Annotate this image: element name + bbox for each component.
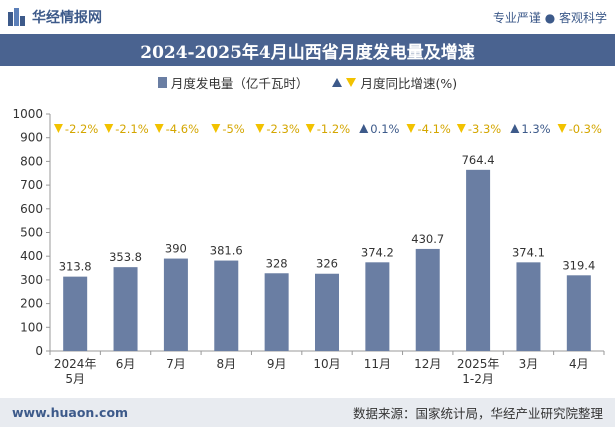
category-label: 2024年 (54, 357, 97, 371)
bar (466, 169, 491, 351)
slogan: 专业严谨 ● 客观科学 (492, 10, 607, 25)
bar-value-label: 390 (165, 242, 187, 256)
growth-down-triangle (557, 124, 567, 133)
y-tick-label: 300 (20, 273, 43, 287)
category-label: 4月 (569, 357, 589, 371)
category-label: 12月 (414, 357, 441, 371)
footer: www.huaon.com 数据来源：国家统计局，华经产业研究院整理 (0, 398, 615, 427)
bar (566, 275, 591, 351)
bar-chart: 0 100 200 300 400 500 600 700 800 900 1000 313.8 -2.… (12, 107, 605, 386)
growth-down-triangle (211, 124, 221, 133)
category-label: 10月 (313, 357, 340, 371)
growth-label: -3.3% (468, 122, 501, 136)
legend-growth-label: 月度同比增速(%) (360, 75, 458, 91)
legend-bar-swatch (157, 76, 167, 88)
legend-item-bar: 月度发电量（亿千瓦时） (157, 73, 309, 92)
title-bar: 2024-2025年4月山西省月度发电量及增速 (0, 34, 615, 66)
bar (214, 260, 239, 351)
triangle-down-icon (346, 77, 357, 87)
bar-value-label: 430.7 (411, 232, 444, 246)
logo-icon (8, 8, 26, 26)
growth-label: -2.2% (65, 122, 98, 136)
bar-value-label: 764.4 (462, 153, 495, 167)
category-label: 5月 (65, 372, 85, 386)
website-link[interactable]: www.huaon.com (12, 405, 129, 420)
category-label: 7月 (166, 357, 186, 371)
chart-title: 2024-2025年4月山西省月度发电量及增速 (140, 42, 475, 63)
bar (315, 273, 339, 351)
category-label: 3月 (519, 357, 539, 371)
top-bar: 华经情报网 专业严谨 ● 客观科学 (0, 0, 615, 34)
bar-value-label: 374.2 (361, 245, 394, 259)
bar-value-label: 328 (266, 256, 288, 270)
growth-label: -4.6% (166, 122, 199, 136)
bar (163, 258, 188, 351)
y-tick-label: 600 (20, 202, 43, 216)
y-tick-label: 900 (20, 131, 43, 145)
growth-label: -1.2% (317, 122, 350, 136)
growth-down-triangle (255, 124, 265, 133)
growth-down-triangle (406, 124, 416, 133)
legend: 月度发电量（亿千瓦时） 月度同比增速(%) (0, 72, 615, 92)
legend-bar-label: 月度发电量（亿千瓦时） (170, 75, 309, 91)
brand: 华经情报网 (8, 7, 102, 27)
growth-label: 0.1% (370, 122, 399, 136)
growth-up-triangle (510, 124, 520, 133)
y-tick-label: 400 (20, 249, 43, 263)
growth-down-triangle (104, 124, 114, 133)
bar-value-label: 353.8 (109, 250, 142, 264)
bar (365, 262, 390, 351)
category-label: 1-2月 (462, 372, 494, 386)
triangle-up-icon (332, 77, 343, 87)
y-tick-label: 500 (20, 226, 43, 240)
legend-item-growth: 月度同比增速(%) (332, 73, 457, 92)
y-tick-label: 100 (20, 320, 43, 334)
y-tick-label: 0 (35, 344, 43, 358)
y-tick-label: 800 (20, 154, 43, 168)
bar (415, 248, 440, 351)
growth-down-triangle (53, 124, 63, 133)
bar (264, 273, 289, 351)
bar (113, 267, 138, 351)
y-tick-label: 200 (20, 297, 43, 311)
bar-value-label: 319.4 (562, 258, 595, 272)
growth-down-triangle (456, 124, 466, 133)
growth-label: -2.1% (115, 122, 148, 136)
growth-up-triangle (359, 124, 369, 133)
growth-label: -2.3% (266, 122, 299, 136)
growth-down-triangle (305, 124, 315, 133)
brand-name: 华经情报网 (32, 10, 102, 26)
growth-down-triangle (154, 124, 164, 133)
bar-value-label: 326 (316, 257, 338, 271)
growth-label: 1.3% (521, 122, 550, 136)
category-label: 8月 (216, 357, 236, 371)
bar-value-label: 313.8 (59, 260, 92, 274)
bar (63, 276, 88, 351)
growth-label: -4.1% (417, 122, 450, 136)
bar-value-label: 381.6 (210, 244, 243, 258)
category-label: 2025年 (457, 357, 500, 371)
growth-label: -5% (222, 122, 244, 136)
category-label: 11月 (364, 357, 391, 371)
category-label: 9月 (267, 357, 287, 371)
y-tick-label: 1000 (12, 107, 43, 121)
growth-label: -0.3% (569, 122, 602, 136)
y-tick-label: 700 (20, 178, 43, 192)
category-label: 6月 (116, 357, 136, 371)
bar (516, 262, 541, 351)
data-source: 数据来源：国家统计局，华经产业研究院整理 (352, 406, 603, 421)
bar-value-label: 374.1 (512, 245, 545, 259)
